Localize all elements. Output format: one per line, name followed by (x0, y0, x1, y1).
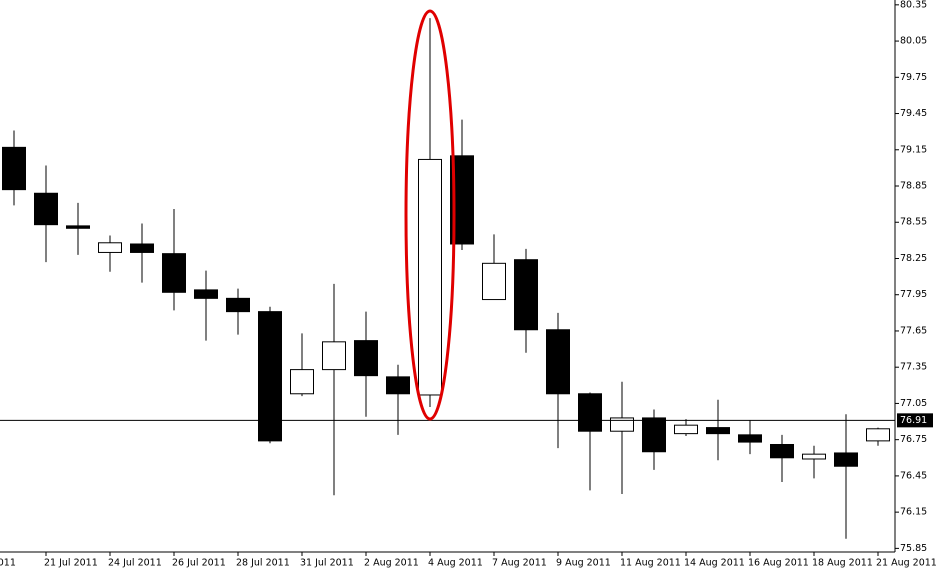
y-tick-label: 76.75 (900, 434, 927, 445)
candle-body (610, 417, 634, 432)
x-tick-label: 28 Jul 2011 (236, 558, 290, 569)
x-tick-label: 9 Aug 2011 (556, 558, 611, 569)
x-tick-label: 18 Aug 2011 (812, 558, 873, 569)
candle-body (226, 297, 250, 313)
candle-body (194, 289, 218, 299)
y-tick-label: 79.15 (900, 144, 927, 155)
y-tick-label: 78.85 (900, 181, 927, 192)
candle-body (642, 417, 666, 453)
x-tick-label: 4 Aug 2011 (428, 558, 483, 569)
candle-body (802, 453, 826, 460)
candle-body (2, 146, 26, 191)
candle-body (34, 192, 58, 226)
y-tick-label: 76.45 (900, 470, 927, 481)
x-tick-label: ul 2011 (0, 558, 16, 569)
y-tick-label: 77.95 (900, 289, 927, 300)
candle-body (674, 424, 698, 435)
candle-body (130, 243, 154, 253)
x-tick-label: 21 Jul 2011 (44, 558, 98, 569)
x-tick-label: 7 Aug 2011 (492, 558, 547, 569)
candle-body (738, 434, 762, 443)
x-tick-label: 21 Aug 2011 (876, 558, 937, 569)
x-tick-label: 2 Aug 2011 (364, 558, 419, 569)
candle-body (514, 259, 538, 331)
candle-body (290, 369, 314, 395)
x-tick-label: 26 Jul 2011 (172, 558, 226, 569)
x-tick-label: 31 Jul 2011 (300, 558, 354, 569)
y-tick-label: 76.15 (900, 507, 927, 518)
y-tick-label: 80.05 (900, 36, 927, 47)
y-tick-label: 80.35 (900, 0, 927, 10)
last-price-box (897, 413, 933, 428)
x-tick-label: 24 Jul 2011 (108, 558, 162, 569)
candle-body (98, 242, 122, 253)
plot-area: ul 2011 (0, 18, 895, 569)
candle-body (450, 155, 474, 245)
x-tick-label: 16 Aug 2011 (748, 558, 809, 569)
y-tick-label: 79.45 (900, 108, 927, 119)
candle-body (546, 329, 570, 395)
y-tick-label: 75.85 (900, 543, 927, 554)
y-tick-label: 79.75 (900, 72, 927, 83)
candle-body (258, 311, 282, 442)
candle-body (354, 340, 378, 377)
y-tick-label: 78.25 (900, 253, 927, 264)
candle-body (66, 225, 90, 229)
highlight-ellipse (404, 9, 456, 421)
candle-body (482, 262, 506, 301)
candle-body (578, 393, 602, 432)
y-tick-label: 77.35 (900, 362, 927, 373)
last-price-label: 76.91 (900, 415, 927, 426)
candle-body (322, 341, 346, 371)
candle-body (386, 376, 410, 395)
candle-body (162, 253, 186, 293)
y-tick-label: 78.55 (900, 217, 927, 228)
y-tick-label: 77.05 (900, 398, 927, 409)
candle-body (866, 428, 890, 442)
y-tick-label: 77.65 (900, 325, 927, 336)
candle-body (706, 427, 730, 435)
x-tick-label: 11 Aug 2011 (620, 558, 681, 569)
candle-body (770, 443, 794, 459)
candle-body (834, 452, 858, 467)
candle-body (418, 158, 442, 396)
x-tick-label: 14 Aug 2011 (684, 558, 745, 569)
